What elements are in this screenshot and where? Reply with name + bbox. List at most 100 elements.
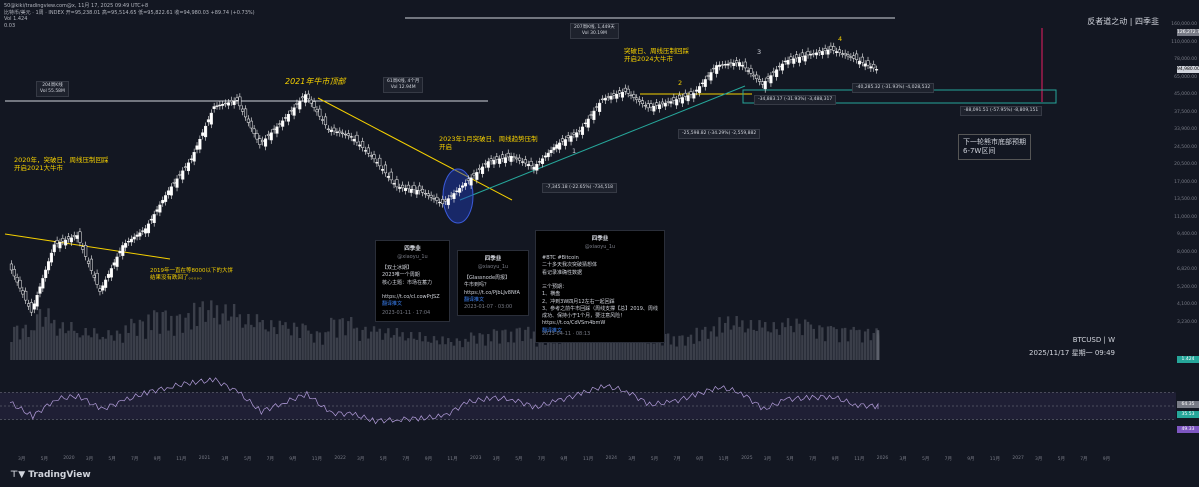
translate-link[interactable]: 翻译推文 [464,296,485,303]
x-tick-label: 5月 [40,457,48,462]
y-tick-label: 110,000.00 [1171,39,1197,45]
volume-bar [93,328,96,360]
candle-body [224,102,228,105]
candle-body [560,138,565,142]
volume-bar [113,340,116,360]
candle-body [626,88,630,94]
header-extra: 0.03 [4,23,16,29]
volume-bar [44,316,47,360]
price-label-top: 126,272.7 [1177,29,1199,36]
tweet-box-2[interactable]: 四季韭 @xiaoyu_1u 【Glassnode周报】 牛市到吗？ https… [457,250,529,316]
candle-body [635,97,639,100]
candle-body [723,64,727,66]
volume-bar [515,328,519,360]
volume-bar [455,338,459,360]
volume-bar [321,344,324,360]
x-tick-label: 9月 [153,457,161,462]
volume-bar [181,332,184,360]
volume-bar [435,340,439,360]
volume-bar [655,333,658,360]
y-tick-label: 160,000.00 [1171,22,1197,27]
candle-body [849,56,853,58]
volume-bar [61,322,65,360]
candle-body [618,90,622,94]
candle-body [106,273,111,278]
wave-4: 4 [838,35,843,43]
candle-body [226,102,230,106]
volume-bar [252,327,256,360]
candle-body [535,164,539,171]
candle-body [432,198,436,200]
volume-bar [849,329,853,360]
tradingview-logo[interactable]: ⊤▼ TradingView [10,470,91,480]
y-tick-label: 20,500.00 [1174,162,1197,167]
candle-body [466,178,470,181]
volume-bar [344,335,347,360]
volume-bar [95,333,99,360]
candle-body [335,131,339,133]
translate-link[interactable]: 翻译推文 [542,327,563,334]
volume-bar [198,307,202,360]
candle-body [306,93,310,100]
volume-bar [401,332,404,360]
volume-bar [218,324,222,360]
candle-body [269,132,273,141]
x-tick-label: 11月 [311,457,323,462]
candle-body [580,126,585,135]
candle-body [438,201,442,204]
translate-link[interactable]: 翻译推文 [382,301,403,308]
candle-body [321,119,325,121]
candle-body [352,139,356,142]
volume-bar [735,316,738,360]
volume-bar [838,342,841,360]
volume-bar [823,341,827,360]
volume-bar [755,330,758,360]
candle-body [809,53,813,56]
candle-body [480,166,485,174]
volume-bar [241,327,244,360]
volume-bar [250,324,253,360]
volume-bar [247,314,250,360]
volume-bar [612,330,616,360]
candle-body [518,157,522,161]
candle-body [309,99,313,104]
candle-body [238,96,242,107]
volume-bar [678,335,681,360]
volume-bar [504,329,507,360]
candle-body [361,141,365,148]
volume-bar [307,330,310,360]
candle-body [872,64,876,69]
tweet-box-3[interactable]: 四季韭 @xiaoyu_1u #BTC #Bitcoin 二十多天我次突破猜想体… [535,230,665,343]
volume-bar [272,327,276,360]
x-tick-label: 5月 [515,457,523,462]
candle-body [49,252,53,263]
x-tick-label: 2020 [63,456,75,461]
volume-bar [558,343,561,360]
candle-body [92,274,96,278]
volume-bar [815,338,818,360]
volume-bar [675,346,678,360]
volume-bar [724,322,727,360]
candle-body [866,60,870,66]
volume-bar [284,322,287,360]
volume-bar [215,305,219,360]
volume-bar [661,345,664,360]
tweet-body: 【Glassnode周报】 牛市到吗？ https://t.co/PjbLJv8… [464,275,520,296]
candle-body [552,147,556,151]
volume-bar [778,334,781,360]
x-tick-label: 5月 [650,457,659,462]
volume-bar [449,341,453,360]
volume-bar [210,300,213,360]
candle-body [278,123,282,125]
volume-bar [121,342,124,360]
volume-bar [461,347,464,360]
tweet-box-1[interactable]: 四季韭 @xiaoyu_1u 【双土冰期】 2023唯一个周期 核心主题：市场在… [375,240,450,322]
volume-bar [806,321,810,360]
volume-bar [749,320,753,360]
volume-bar [518,327,521,360]
candle-body [346,133,350,136]
x-tick-label: 7月 [809,457,817,462]
x-tick-label: 7月 [131,457,139,462]
